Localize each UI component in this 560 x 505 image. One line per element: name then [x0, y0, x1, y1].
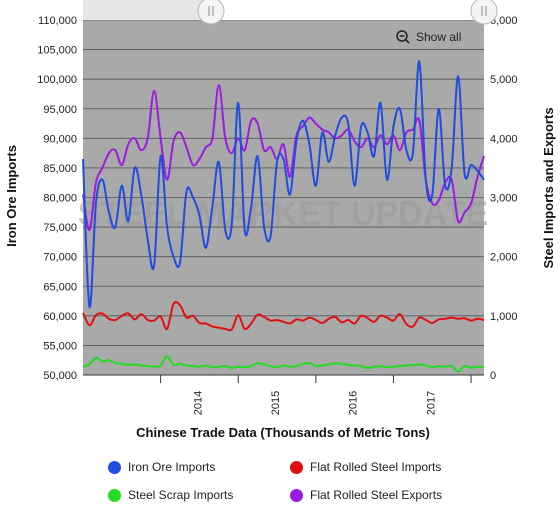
- x-tick-label: 2016: [348, 391, 360, 415]
- y-left-tick-label: 65,000: [43, 281, 77, 293]
- y-left-tick-label: 100,000: [37, 74, 77, 86]
- series-line-flat-rolled-steel-exports: [82, 84, 485, 232]
- x-tick-label: 2017: [425, 391, 437, 415]
- legend-item-flat-rolled-steel-exports[interactable]: Flat Rolled Steel Exports: [290, 488, 442, 502]
- series-line-iron-ore-imports: [82, 60, 485, 309]
- y-axis-right-title: Steel Imports and Exports: [541, 107, 556, 268]
- legend-marker: [108, 460, 121, 474]
- legend-item-steel-scrap-imports[interactable]: Steel Scrap Imports: [108, 488, 233, 502]
- y-right-tick-label: 3,000: [490, 193, 518, 205]
- series-line-steel-scrap-imports: [82, 355, 485, 373]
- y-left-tick-label: 85,000: [43, 163, 77, 175]
- show-all-label: Show all: [416, 30, 462, 44]
- y-left-tick-label: 80,000: [43, 193, 77, 205]
- x-tick-label: 2015: [270, 391, 282, 415]
- y-left-tick-label: 70,000: [43, 252, 77, 264]
- legend-label: Iron Ore Imports: [128, 460, 216, 474]
- navigator-selection[interactable]: [211, 0, 484, 20]
- y-left-tick-label: 105,000: [37, 45, 77, 57]
- legend-label: Steel Scrap Imports: [128, 488, 234, 502]
- x-axis-title: Chinese Trade Data (Thousands of Metric …: [136, 425, 430, 440]
- y-right-tick-label: 6,000: [490, 15, 518, 27]
- y-right-tick-label: 5,000: [490, 74, 518, 86]
- legend-marker: [290, 488, 303, 502]
- y-axis-left-title: Iron Ore Imports: [4, 145, 19, 247]
- y-right-tick-label: 0: [490, 370, 496, 382]
- y-left-tick-label: 50,000: [43, 370, 77, 382]
- y-left-tick-label: 75,000: [43, 222, 77, 234]
- y-left-tick-label: 90,000: [43, 133, 77, 145]
- y-right-tick-label: 1,000: [490, 311, 518, 323]
- y-left-tick-label: 55,000: [43, 340, 77, 352]
- legend-marker: [108, 488, 121, 502]
- show-all-button[interactable]: Show all: [396, 30, 461, 44]
- y-left-tick-label: 60,000: [43, 311, 77, 323]
- legend-item-flat-rolled-steel-imports[interactable]: Flat Rolled Steel Imports: [290, 460, 441, 474]
- chart-legend: Iron Ore Imports Flat Rolled Steel Impor…: [100, 454, 520, 504]
- y-right-tick-label: 4,000: [490, 133, 518, 145]
- navigator-handle-right[interactable]: [470, 0, 498, 25]
- legend-item-iron-ore-imports[interactable]: Iron Ore Imports: [108, 460, 215, 474]
- navigator-handle-left[interactable]: [197, 0, 225, 25]
- range-navigator[interactable]: [83, 0, 498, 25]
- zoom-out-icon: [396, 30, 410, 44]
- series-line-flat-rolled-steel-imports: [82, 301, 485, 332]
- y-left-tick-label: 95,000: [43, 104, 77, 116]
- y-left-tick-label: 110,000: [38, 15, 77, 27]
- legend-label: Flat Rolled Steel Exports: [310, 488, 443, 502]
- y-right-tick-label: 2,000: [490, 252, 518, 264]
- watermark-text: STEEL MARKET UPDATE: [78, 195, 489, 233]
- x-tick-label: 2014: [192, 391, 204, 415]
- legend-marker: [290, 460, 303, 474]
- legend-label: Flat Rolled Steel Imports: [310, 460, 442, 474]
